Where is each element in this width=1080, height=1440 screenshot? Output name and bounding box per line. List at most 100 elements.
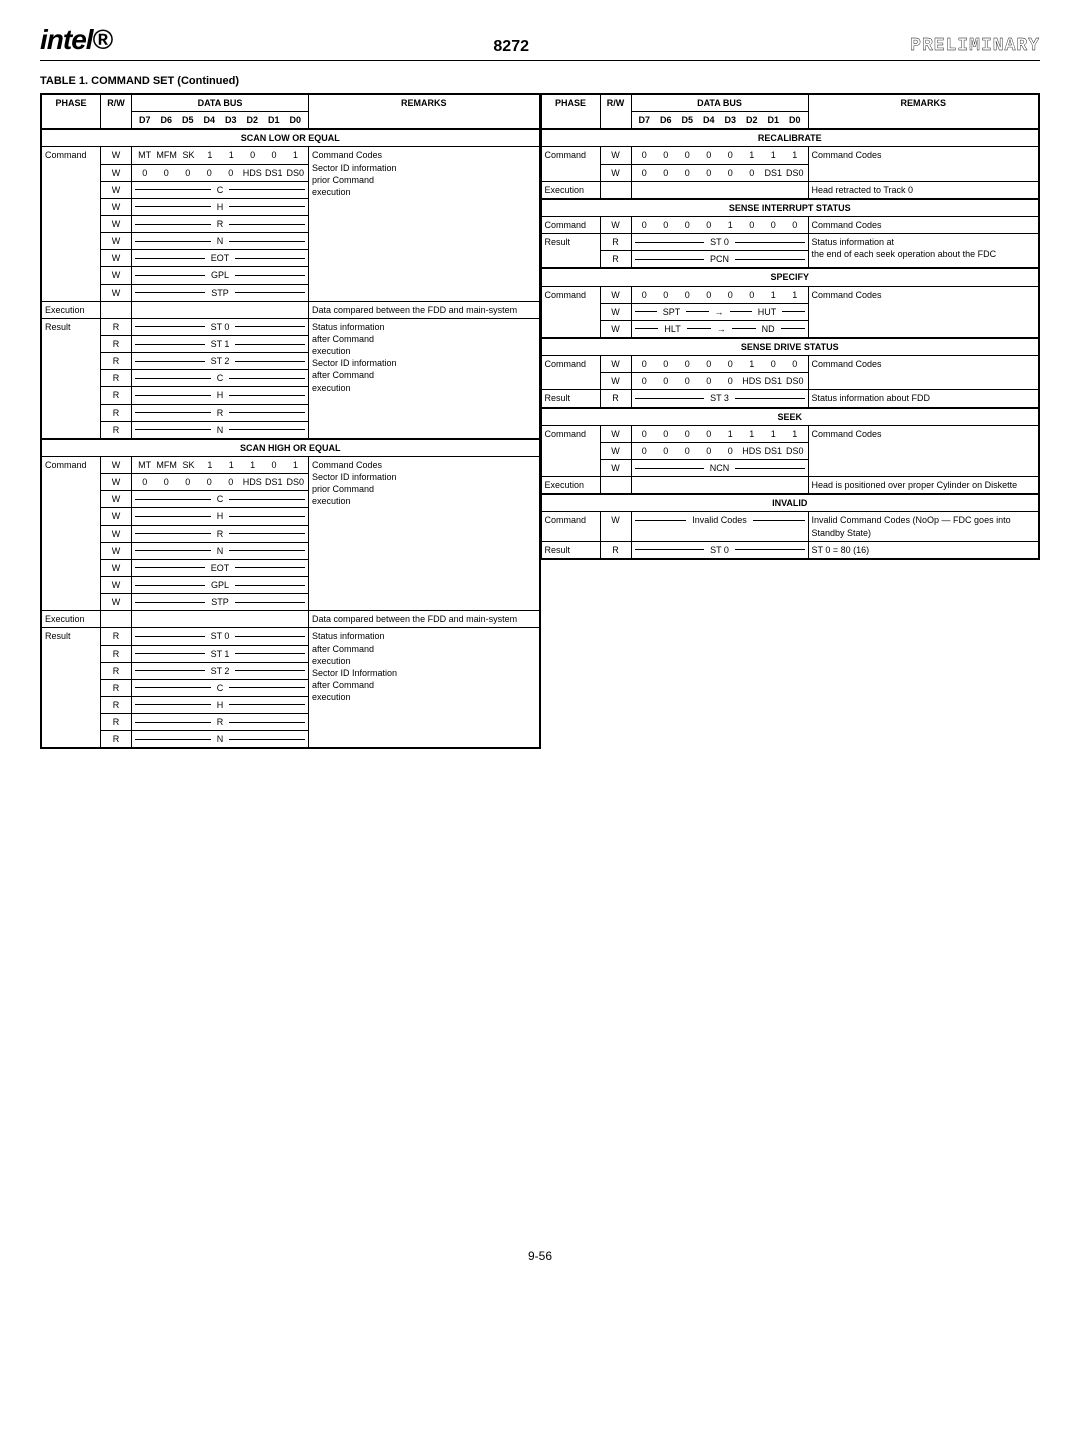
rw-cell <box>101 611 132 628</box>
hdr-rw: R/W <box>600 95 631 129</box>
bus-label: R <box>135 716 305 728</box>
bus-cell: ST 0 <box>132 628 309 645</box>
rw-cell: R <box>101 404 132 421</box>
phase-cell: Execution <box>42 301 101 318</box>
bus-label: R <box>135 218 305 230</box>
bus-label: EOT <box>135 562 305 574</box>
section-seek: SEEKCommandW00001111Command CodesW00000H… <box>541 408 1040 495</box>
bus-cell: R <box>132 714 309 731</box>
section-header: SEEK <box>541 408 1039 425</box>
bus-cell: 000000DS1DS0 <box>631 164 808 181</box>
bus-bits: 00001111 <box>635 428 805 440</box>
chip-number: 8272 <box>493 38 529 56</box>
rw-cell: W <box>101 284 132 301</box>
rw-cell: R <box>600 390 631 407</box>
rw-cell: R <box>101 645 132 662</box>
bus-cell: MTMFMSK11001 <box>132 147 309 164</box>
section-scan-high-or-equal: SCAN HIGH OR EQUALCommandWMTMFMSK11101Co… <box>41 439 540 749</box>
bus-bits: MTMFMSK11101 <box>135 459 305 471</box>
phase-cell: Result <box>42 318 101 438</box>
hdr-databus: DATA BUS <box>132 95 309 112</box>
bus-label: ST 0 <box>135 630 305 642</box>
phase-cell: Command <box>42 147 101 301</box>
rw-cell: R <box>600 541 631 558</box>
rw-cell: W <box>600 356 631 373</box>
rw-cell: W <box>600 442 631 459</box>
preliminary-label: PRELIMINARY <box>910 36 1040 56</box>
rw-cell: R <box>101 714 132 731</box>
bus-cell: 00000011 <box>631 286 808 303</box>
bus-label: N <box>135 424 305 436</box>
rw-cell: R <box>101 662 132 679</box>
rw-cell: W <box>101 491 132 508</box>
remarks-cell: Status information about FDD <box>808 390 1039 407</box>
bus-bits: 00000011 <box>635 289 805 301</box>
phase-cell: Command <box>541 512 600 541</box>
phase-cell: Command <box>541 286 600 337</box>
remarks-cell: Head retracted to Track 0 <box>808 181 1039 198</box>
bus-cell: H <box>132 508 309 525</box>
hdr-databus: DATA BUS <box>631 95 808 112</box>
section-invalid: INVALIDCommandW Invalid Codes Invalid Co… <box>541 494 1040 559</box>
section-header: SPECIFY <box>541 269 1039 286</box>
phase-cell: Result <box>42 628 101 748</box>
remarks-cell: Status information atthe end of each see… <box>808 234 1039 268</box>
bus-label: ST 3 <box>635 392 805 404</box>
rw-cell: W <box>101 198 132 215</box>
rw-cell <box>600 477 631 494</box>
table-row: CommandW Invalid Codes Invalid Command C… <box>541 512 1039 541</box>
rw-cell <box>101 301 132 318</box>
remarks-cell: Command CodesSector ID informationprior … <box>309 147 540 301</box>
bus-cell: C <box>132 370 309 387</box>
bus-cell: ST 1 <box>132 335 309 352</box>
rw-cell: W <box>600 164 631 181</box>
rw-cell: W <box>600 286 631 303</box>
bus-label: ST 2 <box>135 665 305 677</box>
bus-cell: PCN <box>631 251 808 268</box>
column-header: PHASE R/W DATA BUS REMARKS D7D6D5D4D3D2D… <box>541 94 1040 129</box>
bus-bits: 000000DS1DS0 <box>635 167 805 179</box>
section-header: INVALID <box>541 495 1039 512</box>
table-row: CommandW00000111Command Codes <box>541 147 1039 164</box>
bus-label: NCN <box>635 462 805 474</box>
bus-label: H <box>135 389 305 401</box>
rw-cell: W <box>101 181 132 198</box>
table-row: CommandWMTMFMSK11001Command CodesSector … <box>42 147 540 164</box>
bus-cell: ST 3 <box>631 390 808 407</box>
bus-cell: R <box>132 215 309 232</box>
logo-text: intel <box>40 24 93 55</box>
bus-label: R <box>135 528 305 540</box>
bus-cell: N <box>132 542 309 559</box>
bus-label: C <box>135 184 305 196</box>
remarks-cell: Command Codes <box>808 286 1039 337</box>
bus-cell: ST 2 <box>132 662 309 679</box>
rw-cell: W <box>101 267 132 284</box>
rw-cell: W <box>600 459 631 476</box>
table-title: TABLE 1. COMMAND SET (Continued) <box>40 75 1040 87</box>
bus-cell: HLT → ND <box>631 320 808 337</box>
hdr-remarks: REMARKS <box>309 95 540 129</box>
rw-cell: R <box>101 318 132 335</box>
bus-cell: R <box>132 525 309 542</box>
table-row: ResultR ST 0 ST 0 = 80 (16) <box>541 541 1039 558</box>
bus-cell: ST 0 <box>631 234 808 251</box>
rw-cell: W <box>600 216 631 233</box>
bus-cell: H <box>132 696 309 713</box>
bus-label: PCN <box>635 253 805 265</box>
phase-cell: Execution <box>541 477 600 494</box>
rw-cell: R <box>101 679 132 696</box>
table-row: CommandW00000011Command Codes <box>541 286 1039 303</box>
rw-cell: W <box>101 250 132 267</box>
bus-label: ST 1 <box>135 648 305 660</box>
bus-cell: ST 0 <box>132 318 309 335</box>
rw-cell: W <box>101 594 132 611</box>
remarks-cell: Command Codes <box>808 425 1039 476</box>
bus-bits: 00000HDSDS1DS0 <box>135 476 305 488</box>
table-row: ExecutionHead is positioned over proper … <box>541 477 1039 494</box>
bus-label: STP <box>135 287 305 299</box>
bus-cell: C <box>132 491 309 508</box>
rw-cell: W <box>101 542 132 559</box>
hdr-rw: R/W <box>101 95 132 129</box>
table-row: ExecutionHead retracted to Track 0 <box>541 181 1039 198</box>
rw-cell: W <box>101 508 132 525</box>
